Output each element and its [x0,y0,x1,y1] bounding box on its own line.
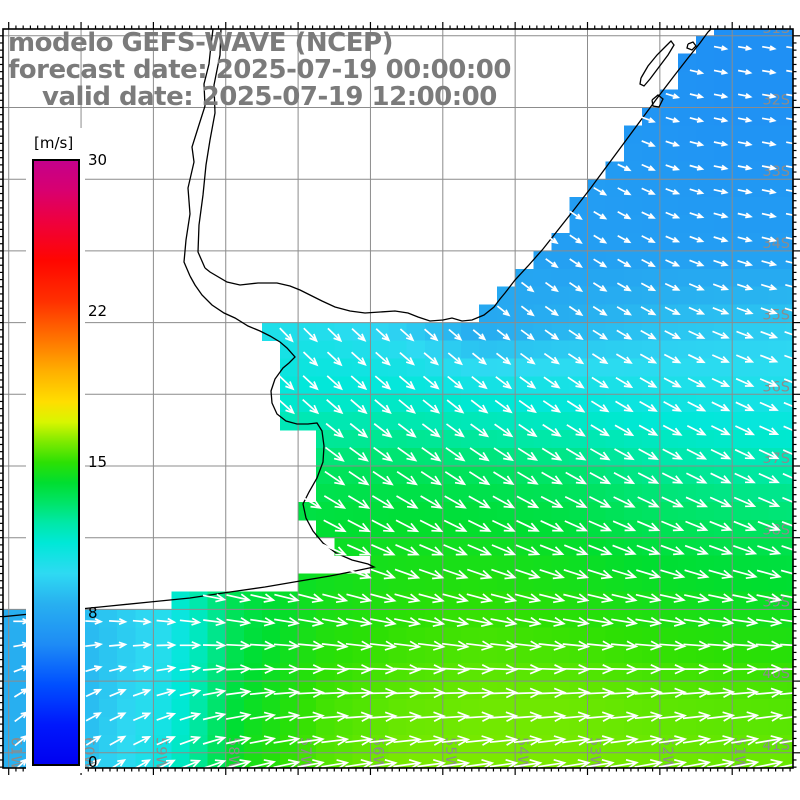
lon-label: 51W [731,737,747,770]
lon-label: 52W [659,737,675,770]
lon-labels: 61W 60W 59W 58W 57W 56W 55W 54W 53W 52W 51W [8,737,748,770]
colorbar-tick-label: 8 [88,604,98,622]
grid-lines [3,29,793,768]
colorbar-tick-label: 0 [88,753,98,771]
lon-label: 53W [587,737,603,770]
colorbar-unit: [m/s] [34,134,73,152]
uruguay-coastline [204,29,712,322]
river-west-bank [183,29,214,277]
lon-label: 58W [225,737,241,770]
colorbar-gradient [32,159,80,766]
colorbar-tick-label: 30 [88,151,107,169]
map-frame [2,28,794,769]
lagoon-outline [651,94,664,108]
coastline [3,29,712,618]
map-inner: 61W60W59W58W57W56W55W54W53W52W51W31S32S3… [3,21,793,770]
ocean-field [3,29,793,768]
lat-label: 31S [762,21,790,37]
colorbar-labels: [m/s] 30 22 15 8 0 [34,134,107,771]
argentina-coastline [3,275,376,618]
colorbar-tick-label: 15 [88,453,107,471]
colorbar: [m/s] 30 22 15 8 0 [26,128,107,773]
axis-ticks [0,22,800,775]
lagoon-outline [639,40,675,87]
lon-label: 59W [152,737,168,770]
lon-label: 61W [8,737,24,770]
lagoon-outline [686,41,697,51]
title-valid-line: valid date: 2025-07-19 12:00:00 [42,82,497,112]
lon-label: 56W [369,737,385,770]
river-east-bank [197,29,222,269]
title-forecast-line: forecast date: 2025-07-19 00:00:00 [8,55,511,85]
title-model-line: modelo GEFS-WAVE (NCEP) [8,28,393,58]
lon-label: 57W [297,737,313,770]
lon-label: 55W [442,737,458,770]
lon-label: 54W [514,737,530,770]
colorbar-tick-label: 22 [88,302,107,320]
